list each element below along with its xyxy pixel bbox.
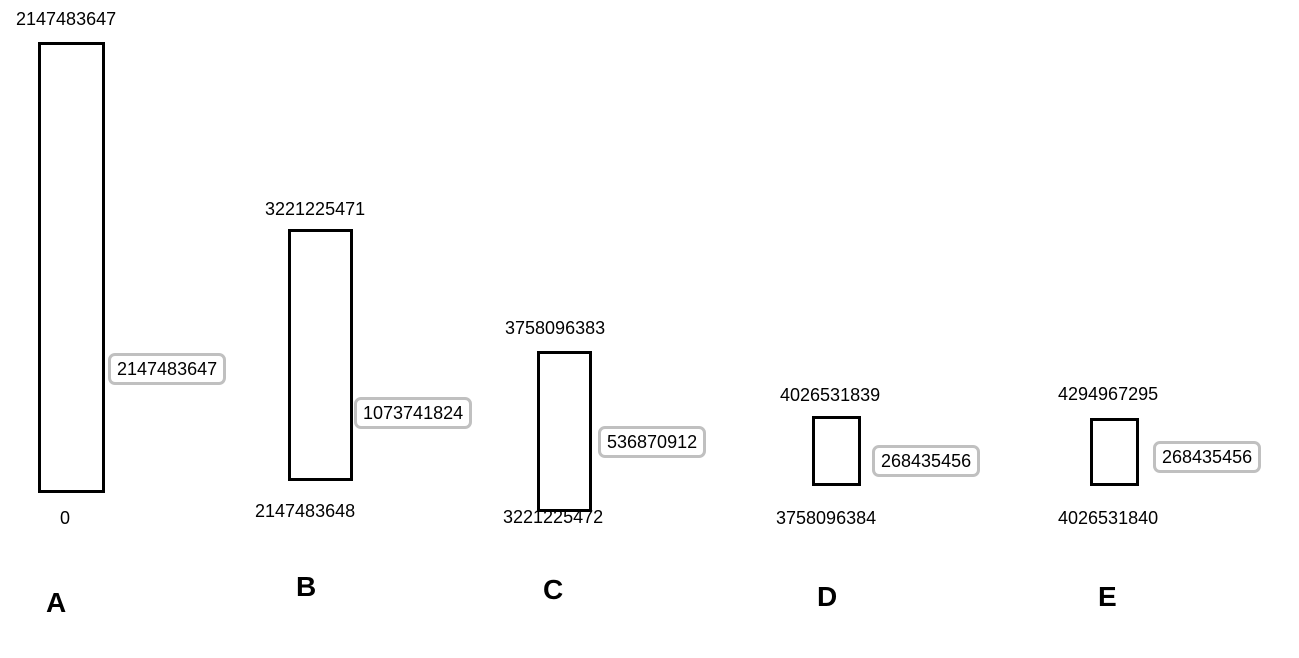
bottom-value: 2147483648 — [255, 501, 356, 521]
range-bar — [537, 351, 592, 512]
bottom-value: 3758096384 — [776, 508, 877, 528]
partition-label: B — [296, 571, 317, 602]
range-bar — [1090, 418, 1139, 486]
partition-label: C — [543, 574, 564, 605]
bottom-value: 3221225472 — [503, 507, 604, 527]
size-badge: 2147483647 — [108, 353, 227, 385]
top-value: 2147483647 — [16, 9, 117, 29]
size-badge: 1073741824 — [354, 397, 473, 429]
partition-label: A — [46, 587, 67, 618]
size-badge: 536870912 — [598, 426, 707, 458]
top-value: 4294967295 — [1058, 384, 1159, 404]
top-value: 3758096383 — [505, 318, 606, 338]
range-bar — [38, 42, 105, 493]
partition-label: D — [817, 581, 838, 612]
range-bar — [812, 416, 861, 486]
partition-label: E — [1098, 581, 1117, 612]
bottom-value: 4026531840 — [1058, 508, 1159, 528]
top-value: 4026531839 — [780, 385, 881, 405]
range-bar — [288, 229, 353, 481]
bottom-value: 0 — [60, 508, 71, 528]
size-badge: 268435456 — [872, 445, 981, 477]
size-badge: 268435456 — [1153, 441, 1262, 473]
top-value: 3221225471 — [265, 199, 366, 219]
